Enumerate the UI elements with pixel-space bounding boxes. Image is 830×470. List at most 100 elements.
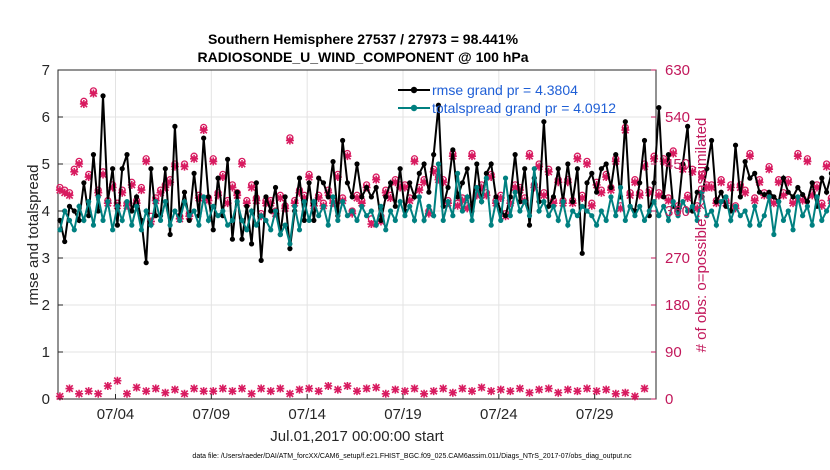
totalspread-point [665,217,672,223]
totalspread-point [804,203,811,209]
rmse-point [455,194,461,200]
obs-assimilated-marker [367,220,376,229]
y-tick-label: 4 [42,203,50,220]
totalspread-point [823,208,830,214]
rmse-point [742,159,748,165]
obs-assimilated-marker [544,167,553,176]
rmse-point [737,194,743,200]
totalspread-point [541,199,547,205]
rmse-point [474,161,480,167]
rmse-point [272,184,279,191]
obs-assimilated-marker [717,178,726,187]
obs-assimilated-marker [573,154,582,163]
y-tick-label: 7 [42,62,50,79]
totalspread-point [761,213,767,219]
rmse-point [311,217,317,223]
obs-low-marker [630,392,639,401]
rmse-point [431,152,437,158]
totalspread-point [225,222,231,228]
totalspread-point [694,217,700,223]
y-axis-left-ticks: 0 1 2 3 4 5 6 7 [42,62,63,408]
obs-assimilated-marker [477,183,486,192]
totalspread-point [752,203,758,209]
rmse-point [526,222,533,228]
obs-assimilated-marker [793,152,802,161]
rmse-point [186,217,192,223]
totalspread-point [704,213,710,219]
obs-assimilated-marker [539,191,548,200]
totalspread-point [215,213,221,219]
totalspread-point [565,222,571,228]
totalspread-point [201,194,207,200]
totalspread-point [181,199,188,205]
totalspread-point [287,241,293,247]
totalspread-point [440,217,446,223]
rmse-point [81,180,87,186]
rmse-point [713,199,719,205]
obs-assimilated-marker [659,157,668,166]
obs-assimilated-marker [209,157,218,166]
rmse-point [732,142,739,148]
obs-assimilated-marker [563,178,572,187]
totalspread-point [771,231,777,238]
obs-assimilated-marker [525,152,534,161]
obs-low-marker [353,387,361,396]
rmse-point [584,180,590,186]
obs-assimilated-marker [606,186,615,195]
obs-low-marker [123,389,131,398]
totalspread-point [196,222,202,228]
obs-assimilated-marker [84,173,93,182]
rmse-point [555,166,561,172]
totalspread-point [229,217,236,223]
obs-low-marker [400,387,409,396]
rmse-point [392,203,398,209]
totalspread-point [81,217,87,223]
rmse-point [153,213,159,219]
rmse-point [766,189,772,195]
obs-low-marker [266,387,275,396]
legend: rmse grand pr = 4.3804 totalspread grand… [398,82,616,116]
obs-assimilated-marker [592,180,601,189]
obs-low-marker [362,384,371,393]
totalspread-point [153,199,159,205]
obs-assimilated-marker [583,160,591,168]
obs-assimilated-marker [515,186,524,195]
obs-assimilated-marker [276,193,285,202]
totalspread-point [488,222,494,228]
totalspread-point [718,199,724,205]
totalspread-point [747,222,753,228]
totalspread-point [728,217,734,223]
totalspread-point [464,194,470,200]
totalspread-point [790,227,796,233]
obs-assimilated-marker [482,191,491,200]
rmse-point [459,180,466,186]
rmse-point [167,231,173,238]
totalspread-point [167,222,173,228]
obs-low-marker [583,384,591,393]
totalspread-point [800,213,806,219]
rmse-point [325,194,331,200]
rmse-point [119,166,125,172]
totalspread-point [570,208,576,214]
obs-low-marker [429,387,438,396]
x-tick-label: 07/14 [288,406,326,423]
rmse-point [114,222,121,228]
obs-assimilated-marker [453,201,462,210]
rmse-point [661,194,667,200]
obs-assimilated-marker [535,162,544,171]
obs-low-marker [247,389,256,398]
totalspread-point [373,222,379,228]
obs-low-marker [602,385,611,394]
obs-assimilated-marker [75,160,84,168]
totalspread-point [498,217,504,223]
y-tick-label: 3 [42,250,50,267]
rmse-point [229,236,236,242]
obs-low-marker [113,376,122,385]
rmse-point [287,246,293,252]
totalspread-point [766,194,772,200]
totalspread-point [411,217,418,223]
obs-assimilated-marker [769,199,778,208]
obs-assimilated-marker [194,193,203,202]
rmse-point [86,213,92,219]
y-right-tick-label: 450 [665,156,690,173]
